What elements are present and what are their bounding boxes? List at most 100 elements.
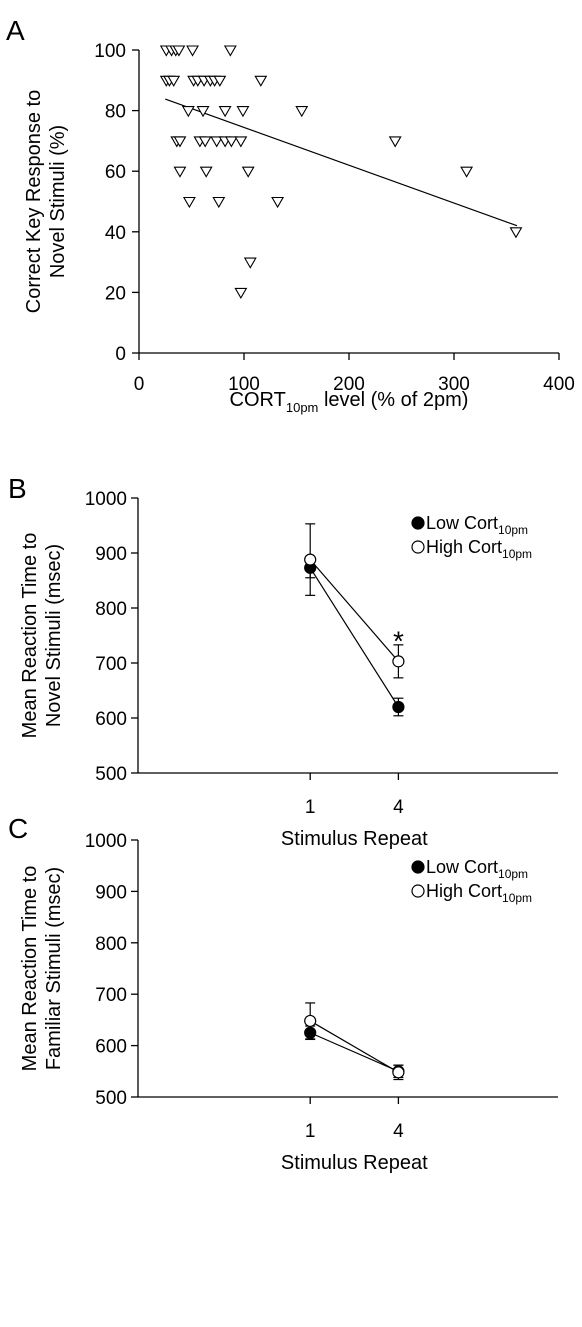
b-ylabel-line: Mean Reaction Time to	[19, 533, 41, 739]
c-legend-name: High Cort	[426, 881, 502, 901]
a-ylabel-line: Correct Key Response to	[23, 90, 45, 313]
a-point	[210, 136, 224, 148]
a-ytick-label: 60	[105, 162, 126, 183]
b-ytick-label: 600	[95, 709, 127, 730]
b-series-line	[309, 567, 399, 708]
c-ytick-label: 800	[95, 934, 127, 955]
a-xtick-label: 200	[333, 374, 365, 395]
b-ytick-label: 900	[95, 544, 127, 565]
b-legend-label: High Cort10pm	[426, 537, 532, 561]
a-point	[167, 75, 181, 87]
a-point	[213, 75, 227, 87]
c-ytick-label: 900	[95, 882, 127, 903]
a-point	[218, 106, 232, 118]
c-point	[304, 1026, 317, 1039]
a-xlabel-sub: 10pm	[286, 400, 319, 415]
panel-label-c: C	[8, 813, 28, 844]
b-ytick-label: 1000	[85, 489, 127, 510]
a-point	[182, 196, 196, 209]
a-point	[212, 196, 226, 209]
a-point	[172, 45, 186, 57]
a-point	[173, 136, 187, 148]
c-legend-name: Low Cort	[426, 857, 498, 877]
c-xlabel: Stimulus Repeat	[281, 1152, 428, 1174]
c-series-line	[309, 1020, 399, 1073]
b-legend-marker	[411, 516, 425, 530]
b-series-line	[309, 559, 399, 662]
a-point	[234, 287, 248, 299]
b-legend-name: High Cort	[426, 537, 502, 557]
a-point	[173, 166, 187, 178]
a-point	[198, 136, 212, 148]
a-point	[224, 136, 238, 148]
b-legend-sub: 10pm	[502, 547, 532, 561]
a-ytick-label: 20	[105, 283, 126, 304]
c-ylabel-line: Mean Reaction Time to	[19, 866, 41, 1072]
panel-label-b: B	[8, 473, 27, 504]
a-point	[388, 136, 402, 148]
a-xtick-label: 0	[134, 374, 145, 395]
b-point	[304, 553, 317, 566]
b-ylabel: Mean Reaction Time to Novel Stimuli (msec…	[19, 533, 65, 739]
a-point	[236, 106, 250, 118]
a-point	[186, 45, 200, 57]
a-point	[460, 166, 474, 178]
a-ytick-label: 0	[115, 344, 126, 365]
b-ylabel-line: Novel Stimuli (msec)	[43, 544, 65, 727]
c-legend-sub: 10pm	[498, 867, 528, 881]
a-ylabel: Correct Key Response to Novel Stimuli (%)	[23, 90, 69, 313]
a-xlabel: CORT10pm level (% of 2pm)	[230, 389, 469, 415]
a-ylabel-line: Novel Stimuli (%)	[47, 125, 69, 278]
b-point	[392, 655, 405, 668]
b-legend-name: Low Cort	[426, 513, 498, 533]
a-ytick-label: 40	[105, 223, 126, 244]
a-point	[181, 106, 195, 118]
c-xtick-label: 4	[393, 1121, 404, 1142]
a-trendline	[165, 98, 518, 227]
b-ytick-label: 800	[95, 599, 127, 620]
panel-label-a: A	[6, 15, 25, 46]
c-ylabel: Mean Reaction Time to Familiar Stimuli (m…	[19, 866, 65, 1072]
a-point	[509, 227, 523, 239]
b-annotation: *	[393, 626, 404, 657]
c-point	[304, 1014, 317, 1028]
a-ytick-label: 100	[94, 41, 126, 62]
a-xlabel-main: CORT	[230, 389, 286, 411]
c-legend-marker	[411, 860, 425, 874]
c-xtick-label: 1	[305, 1121, 316, 1142]
a-xtick-label: 100	[228, 374, 260, 395]
a-xlabel-rest: level (% of 2pm)	[318, 389, 468, 411]
c-legend-label: Low Cort10pm	[426, 857, 528, 881]
a-point	[199, 166, 213, 178]
b-legend-label: Low Cort10pm	[426, 513, 528, 537]
b-ytick-label: 500	[95, 764, 127, 785]
a-xtick-label: 300	[438, 374, 470, 395]
c-ylabel-line: Familiar Stimuli (msec)	[43, 867, 65, 1070]
a-point	[254, 75, 268, 87]
b-xtick-label: 4	[393, 797, 404, 818]
b-legend-marker	[411, 540, 425, 554]
b-legend-sub: 10pm	[498, 523, 528, 537]
c-ytick-label: 700	[95, 985, 127, 1006]
c-point	[392, 1066, 405, 1079]
a-point	[271, 196, 285, 209]
b-ytick-label: 700	[95, 654, 127, 675]
a-point	[241, 166, 255, 178]
a-point	[243, 257, 257, 269]
c-ytick-label: 600	[95, 1037, 127, 1058]
a-point	[234, 136, 248, 148]
a-point	[196, 106, 210, 118]
c-legend-label: High Cort10pm	[426, 881, 532, 905]
c-ytick-label: 1000	[85, 831, 127, 852]
c-ytick-label: 500	[95, 1088, 127, 1109]
a-xtick-label: 400	[543, 374, 575, 395]
a-point	[223, 45, 237, 57]
b-xlabel: Stimulus Repeat	[281, 828, 428, 850]
a-ytick-label: 80	[105, 102, 126, 123]
c-legend-marker	[411, 884, 425, 898]
c-legend-sub: 10pm	[502, 891, 532, 905]
b-xtick-label: 1	[305, 797, 316, 818]
a-point	[295, 106, 309, 118]
b-point	[392, 700, 405, 714]
